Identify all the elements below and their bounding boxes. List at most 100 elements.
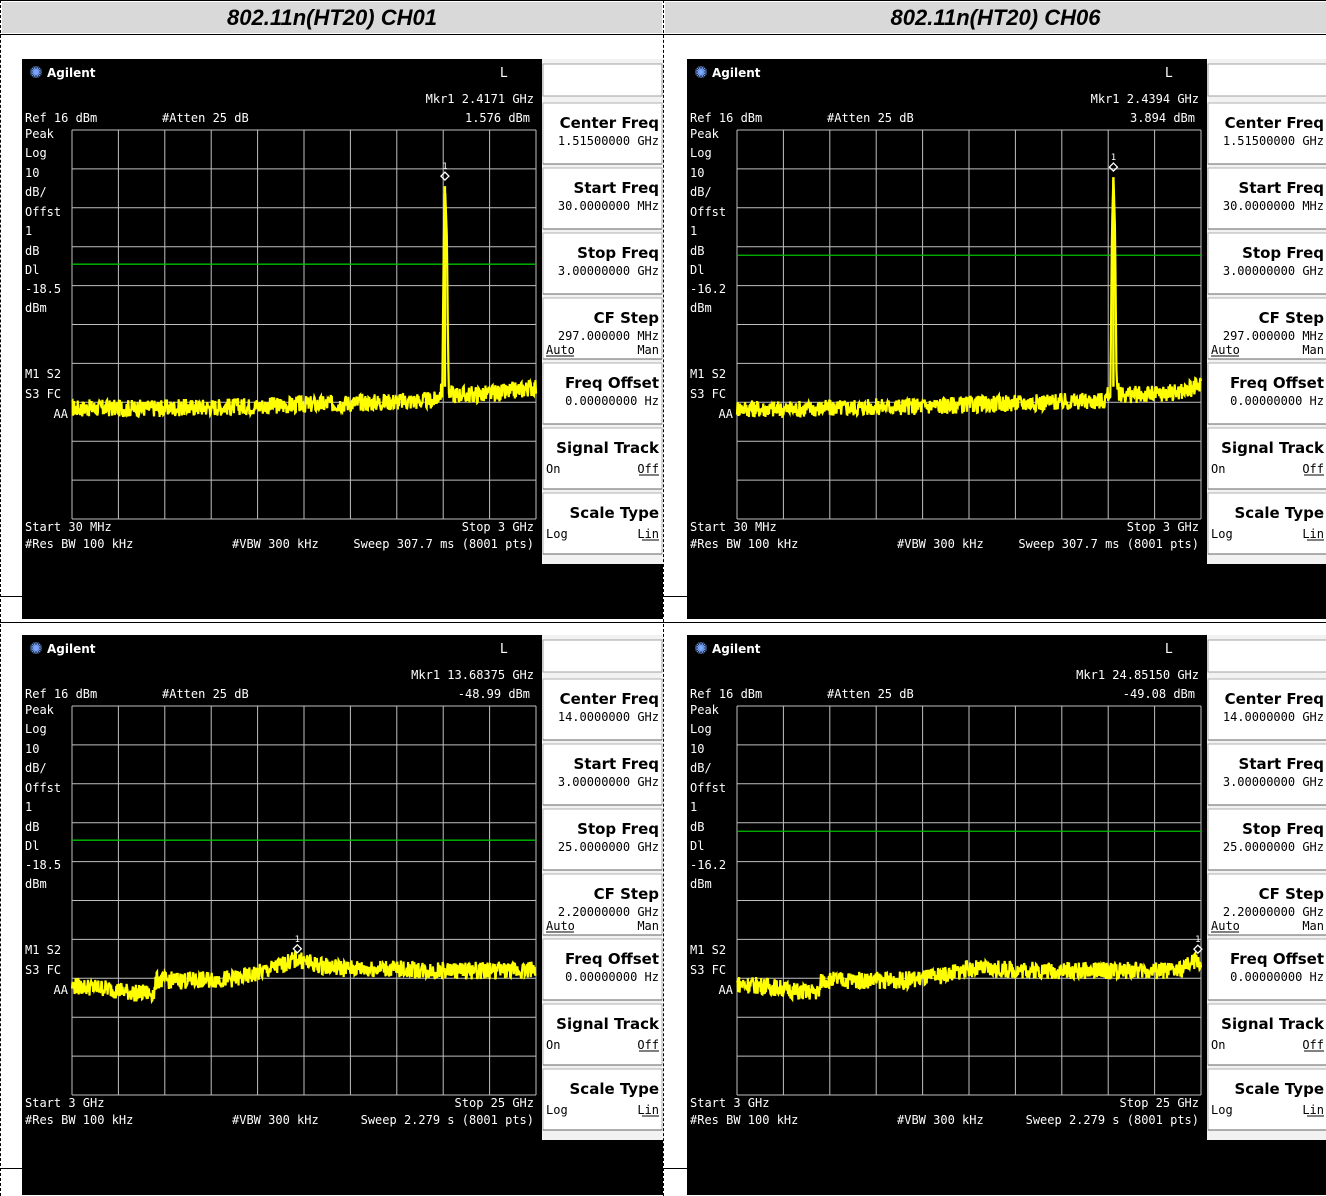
softkey-label[interactable]: Scale Type [570,1080,660,1098]
start-freq-key[interactable]: Start Freq 3.00000000 GHz [1207,743,1326,806]
softkey-label[interactable]: Scale Type [1235,1080,1325,1098]
center-freq-key[interactable]: Center Freq 1.51500000 GHz [542,102,663,165]
softkey-label[interactable]: Stop Freq [577,820,659,838]
menu-title: Freq/Channel [1218,72,1317,90]
scale-label: Log [690,722,712,736]
marker-number: 1 [442,162,447,172]
reference-level: Ref 16 dBm [25,687,97,701]
softkey-label[interactable]: CF Step [594,309,660,327]
attenuation: #Atten 25 dB [162,111,249,125]
softkey-value: 30.0000000 MHz [1223,199,1324,213]
graticule [71,705,537,1096]
scale-label: Log [25,146,47,160]
softkey-label[interactable]: Start Freq [1239,179,1324,197]
status-flags: S3 FC [690,387,726,401]
stop-freq-key[interactable]: Stop Freq 3.00000000 GHz [542,232,663,295]
softkey-value: 3.00000000 GHz [558,775,659,789]
brand-label: Agilent [47,642,96,656]
mode-flag: L [1165,642,1173,657]
softkey-option-lin: Lin [637,527,659,541]
softkey-option-auto: Auto [1211,919,1240,933]
status-bar [22,1140,663,1162]
softkey-label[interactable]: Start Freq [1239,755,1324,773]
graticule [71,129,537,520]
scale-label: dB [690,820,704,834]
softkey-label[interactable]: Start Freq [574,755,659,773]
scale-label: 1 [25,800,32,814]
stop-freq-key[interactable]: Stop Freq 25.0000000 GHz [542,808,663,871]
signal-track-key[interactable]: Signal Track On Off [542,1003,663,1066]
center-freq-key[interactable]: Center Freq 14.0000000 GHz [542,678,663,741]
softkey-label[interactable]: Start Freq [574,179,659,197]
center-freq-key[interactable]: Center Freq 1.51500000 GHz [1207,102,1326,165]
marker-frequency: Mkr1 2.4171 GHz [426,92,534,106]
stop-freq-key[interactable]: Stop Freq 3.00000000 GHz [1207,232,1326,295]
freq-offset-key[interactable]: Freq Offset 0.00000000 Hz [542,362,663,425]
display-line-unit: dBm [25,301,47,315]
scale-label: Dl [690,839,704,853]
softkey-label[interactable]: CF Step [594,885,660,903]
softkey-label[interactable]: Freq Offset [1230,950,1324,968]
freq-offset-key[interactable]: Freq Offset 0.00000000 Hz [542,938,663,1001]
softkey-option-lin: Lin [1302,527,1324,541]
softkey-label[interactable]: Scale Type [570,504,660,522]
marker-number: 1 [1111,153,1116,163]
status-flags: M1 S2 [25,367,61,381]
softkey-value: 2.20000000 GHz [1223,905,1324,919]
softkey-label[interactable]: Signal Track [1221,1015,1325,1033]
center-freq-key[interactable]: Center Freq 14.0000000 GHz [1207,678,1326,741]
status-flags: S3 FC [25,387,61,401]
signal-track-key[interactable]: Signal Track On Off [1207,427,1326,490]
agilent-starburst-icon [695,642,707,654]
softkey-option-off: Off [1302,462,1324,476]
start-freq-key[interactable]: Start Freq 3.00000000 GHz [542,743,663,806]
softkey-label[interactable]: Scale Type [1235,504,1325,522]
softkey-label[interactable]: Center Freq [560,114,659,132]
softkey-label[interactable]: Signal Track [556,1015,660,1033]
status-flags: S3 FC [690,963,726,977]
softkey-value: 3.00000000 GHz [1223,264,1324,278]
softkey-label[interactable]: Stop Freq [577,244,659,262]
softkey-label[interactable]: Freq Offset [565,374,659,392]
softkey-label[interactable]: Freq Offset [565,950,659,968]
signal-track-key[interactable]: Signal Track On Off [542,427,663,490]
spectrum-display: Agilent L Mkr1 13.68375 GHz -48.99 dBm Ref 1… [22,635,663,1195]
video-bandwidth: #VBW 300 kHz [897,1113,984,1127]
analyzer-screen-ch06-high: Agilent L Mkr1 24.85150 GHz -49.08 dBm Ref 1… [687,635,1326,1195]
stop-frequency-label: Stop 25 GHz [455,1096,534,1110]
freq-offset-key[interactable]: Freq Offset 0.00000000 Hz [1207,938,1326,1001]
softkey-label[interactable]: CF Step [1259,885,1325,903]
softkey-label[interactable]: Center Freq [1225,114,1324,132]
softkey-option-man: Man [637,919,659,933]
softkey-label[interactable]: CF Step [1259,309,1325,327]
softkey-label[interactable]: Stop Freq [1242,820,1324,838]
softkey-option-man: Man [1302,343,1324,357]
softkey-label[interactable]: Center Freq [560,690,659,708]
softkey-label[interactable]: Stop Freq [1242,244,1324,262]
softkey-label[interactable]: Signal Track [556,439,660,457]
softkey-label[interactable]: Center Freq [1225,690,1324,708]
marker-frequency: Mkr1 13.68375 GHz [411,668,534,682]
signal-track-key[interactable]: Signal Track On Off [1207,1003,1326,1066]
attenuation: #Atten 25 dB [162,687,249,701]
freq-offset-key[interactable]: Freq Offset 0.00000000 Hz [1207,362,1326,425]
softkey-label[interactable]: Freq Offset [1230,374,1324,392]
stop-freq-key[interactable]: Stop Freq 25.0000000 GHz [1207,808,1326,871]
scale-label: Offst [25,205,61,219]
attenuation: #Atten 25 dB [827,687,914,701]
start-freq-key[interactable]: Start Freq 30.0000000 MHz [542,167,663,230]
scale-label: 10 [690,742,704,756]
scale-label: 1 [690,800,697,814]
softkey-label[interactable]: Signal Track [1221,439,1325,457]
start-freq-key[interactable]: Start Freq 30.0000000 MHz [1207,167,1326,230]
analyzer-screen-ch01-high: Agilent L Mkr1 13.68375 GHz -48.99 dBm Ref 1… [22,635,663,1195]
agilent-starburst-icon [30,66,42,78]
